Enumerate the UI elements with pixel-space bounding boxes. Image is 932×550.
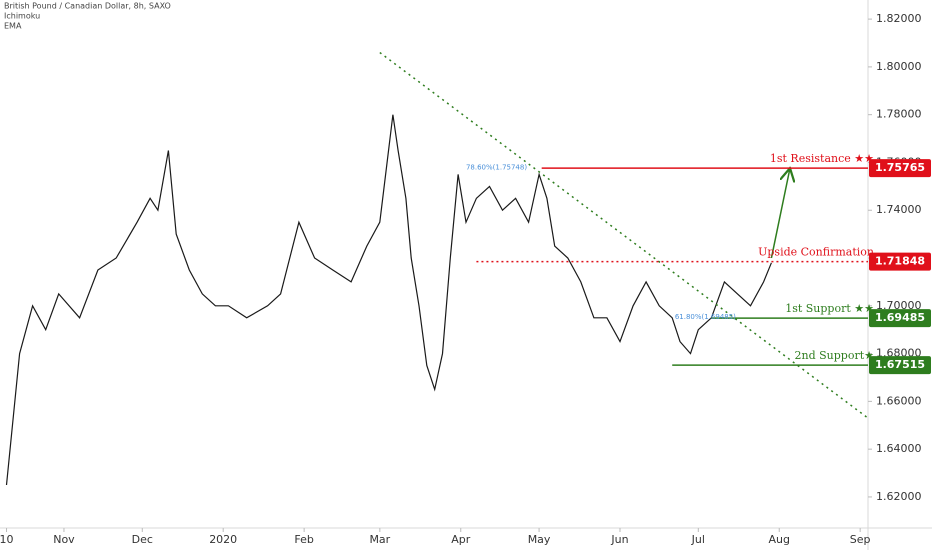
- level-name: 1st Support ★★: [785, 302, 874, 315]
- y-tick-label: 1.82000: [876, 12, 922, 25]
- header-text: EMA: [4, 22, 22, 31]
- y-tick-label: 1.66000: [876, 394, 922, 407]
- x-tick-label: Apr: [451, 533, 471, 546]
- y-tick-label: 1.78000: [876, 108, 922, 121]
- x-tick-label: Aug: [768, 533, 789, 546]
- x-tick-label: May: [528, 533, 551, 546]
- plot-area: [0, 0, 868, 528]
- header-text: British Pound / Canadian Dollar, 8h, SAX…: [4, 2, 171, 11]
- level-badge: [869, 252, 931, 271]
- level-value: 1.69485: [875, 311, 925, 324]
- y-tick-label: 1.62000: [876, 490, 922, 503]
- level-badge: [869, 159, 931, 178]
- x-tick-label: Jul: [691, 533, 705, 546]
- level-value: 1.67515: [875, 358, 925, 371]
- level-name: 1st Resistance ★★: [770, 152, 874, 165]
- level-badge: [869, 309, 931, 328]
- level-badge: [869, 356, 931, 375]
- projection-arrow: [770, 170, 789, 259]
- y-tick-label: 1.74000: [876, 203, 922, 216]
- fib-label: 61.80%(1.69485): [675, 313, 736, 321]
- x-tick-label: Nov: [53, 533, 75, 546]
- x-tick-label: Dec: [132, 533, 153, 546]
- level-value: 1.71848: [875, 255, 925, 268]
- x-tick-label: 2020: [209, 533, 237, 546]
- level-value: 1.75765: [875, 161, 925, 174]
- x-tick-label: Jun: [610, 533, 628, 546]
- level-name: 2nd Support★: [795, 349, 875, 362]
- y-tick-label: 1.70000: [876, 299, 922, 312]
- y-tick-label: 1.80000: [876, 60, 922, 73]
- x-tick-label: 10: [0, 533, 14, 546]
- fib-label: 78.60%(1.75748): [466, 163, 527, 171]
- price-line: [5, 114, 772, 486]
- x-tick-label: Mar: [369, 533, 390, 546]
- header-text: Ichimoku: [4, 12, 40, 21]
- y-tick-label: 1.64000: [876, 442, 922, 455]
- x-tick-label: Feb: [294, 533, 313, 546]
- level-name: Upside Confirmation: [758, 246, 874, 259]
- x-tick-label: Sep: [850, 533, 871, 546]
